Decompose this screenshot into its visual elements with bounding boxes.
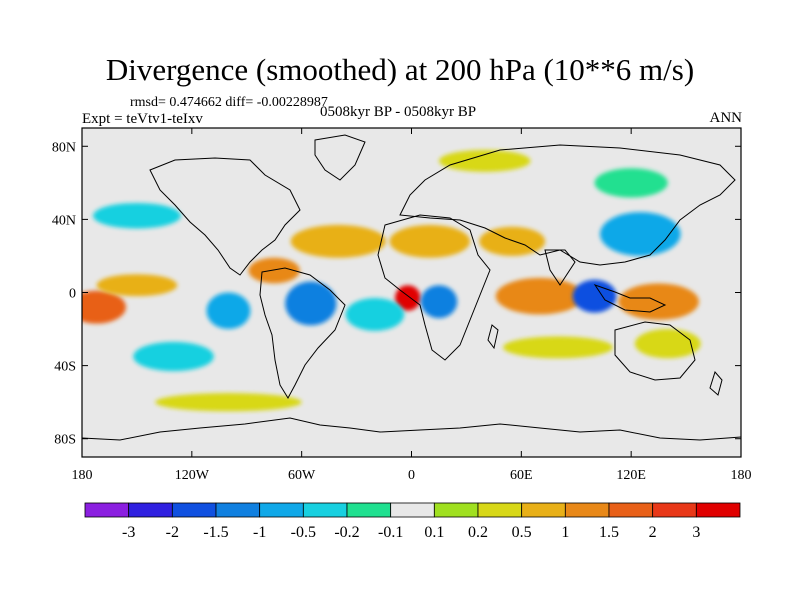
feature-amazon-conv — [285, 281, 337, 326]
feature-australia-div — [634, 329, 701, 359]
feature-southern-ocean-div — [155, 393, 302, 412]
feature-caribbean-div — [248, 257, 300, 284]
y-tick-label: 0 — [69, 287, 76, 302]
coast-south-america — [259, 267, 346, 400]
colorbar-label: -0.1 — [378, 524, 403, 541]
y-tick-label: 80N — [52, 140, 76, 155]
colorbar-swatch — [215, 502, 261, 518]
feature-siberia-conv — [594, 168, 668, 198]
coastlines — [82, 134, 741, 441]
y-tick-label: 40N — [52, 213, 76, 228]
x-tick-label: 120W — [175, 468, 210, 483]
coast-north-america — [149, 157, 301, 276]
colorbar-swatch — [608, 502, 654, 518]
colorbar-label: -0.2 — [334, 524, 359, 541]
colorbar-swatch — [521, 502, 566, 518]
season-label: ANN — [709, 110, 743, 126]
feature-north-pacific-conv — [92, 202, 181, 229]
colorbar-label: 0.5 — [512, 524, 532, 541]
feature-maritime-conv — [572, 279, 617, 313]
feature-north-atlantic-div — [290, 224, 386, 258]
colorbar-swatch — [564, 502, 610, 518]
y-tick-label: 40S — [54, 360, 76, 375]
colorbar-swatch — [695, 502, 741, 518]
colorbar-swatch — [652, 502, 697, 518]
colorbar-swatch — [346, 502, 392, 518]
colorbar-label: 1 — [561, 524, 569, 541]
x-tick-label: 180 — [72, 468, 93, 483]
feature-congo-conv — [420, 285, 458, 319]
feature-south-indian-div — [503, 336, 613, 359]
colorbar-label: -1 — [253, 524, 266, 541]
colorbar-label: -1.5 — [203, 524, 228, 541]
colorbar-label: -3 — [122, 524, 135, 541]
colorbar-label: 1.5 — [599, 524, 619, 541]
coast-australia — [614, 321, 696, 381]
feature-north-africa-div — [389, 224, 471, 258]
stats-line: rmsd= 0.474662 diff= -0.00228987 — [130, 95, 328, 110]
feature-indian-ocean-div — [495, 277, 584, 315]
x-tick-label: 120E — [616, 468, 646, 483]
x-tick-label: 60E — [510, 468, 533, 483]
x-tick-label: 60W — [288, 468, 316, 483]
colorbar-label: 0.1 — [424, 524, 444, 541]
coast-africa — [377, 214, 491, 361]
feature-south-atlantic-conv — [345, 297, 405, 331]
colorbar-swatch — [390, 502, 435, 518]
feature-trop-pacific-conv — [82, 290, 126, 324]
coast-eurasia — [399, 144, 736, 266]
coast-madagascar — [487, 324, 499, 350]
colorbar-swatch — [433, 502, 479, 518]
colorbar-swatch — [171, 502, 217, 518]
coast-india — [544, 249, 576, 286]
colorbar-label: 2 — [649, 524, 657, 541]
colorbar-swatch — [128, 502, 173, 518]
colorbar-label: 0.2 — [468, 524, 488, 541]
colorbar-label: -0.5 — [291, 524, 316, 541]
feature-arabia-div — [479, 226, 546, 256]
divergence-field — [82, 149, 701, 412]
coast-maritime-continent — [593, 284, 667, 313]
colorbar-label: -2 — [166, 524, 179, 541]
x-tick-label: 180 — [731, 468, 752, 483]
colorbar-label: 3 — [692, 524, 700, 541]
coast-greenland — [314, 134, 366, 181]
period-label: 0508kyr BP - 0508kyr BP — [320, 104, 477, 120]
x-tick-label: 0 — [408, 468, 415, 483]
colorbar-swatch — [84, 502, 130, 518]
feature-east-pac-div — [96, 274, 178, 297]
coast-new-zealand — [709, 370, 723, 396]
feature-arctic-div — [438, 149, 531, 172]
y-tick-label: 80S — [54, 433, 76, 448]
colorbar-swatch — [477, 502, 523, 518]
feature-east-asia-conv — [600, 212, 681, 256]
colorbar-swatch — [259, 502, 304, 518]
colorbar-swatch — [302, 502, 348, 518]
colorbar: -3 -2 -1.5 -1 -0.5 -0.2 -0.1 0.1 0.2 0.5 1 1.5 2 3 — [84, 502, 741, 541]
experiment-label: Expt = teVtv1-teIxv — [82, 111, 203, 127]
feature-east-pacific-div — [206, 292, 251, 330]
feature-south-pacific-conv — [133, 341, 214, 372]
coast-antarctica — [82, 417, 741, 441]
map-title: Divergence (smoothed) at 200 hPa (10**6 … — [105, 52, 695, 87]
